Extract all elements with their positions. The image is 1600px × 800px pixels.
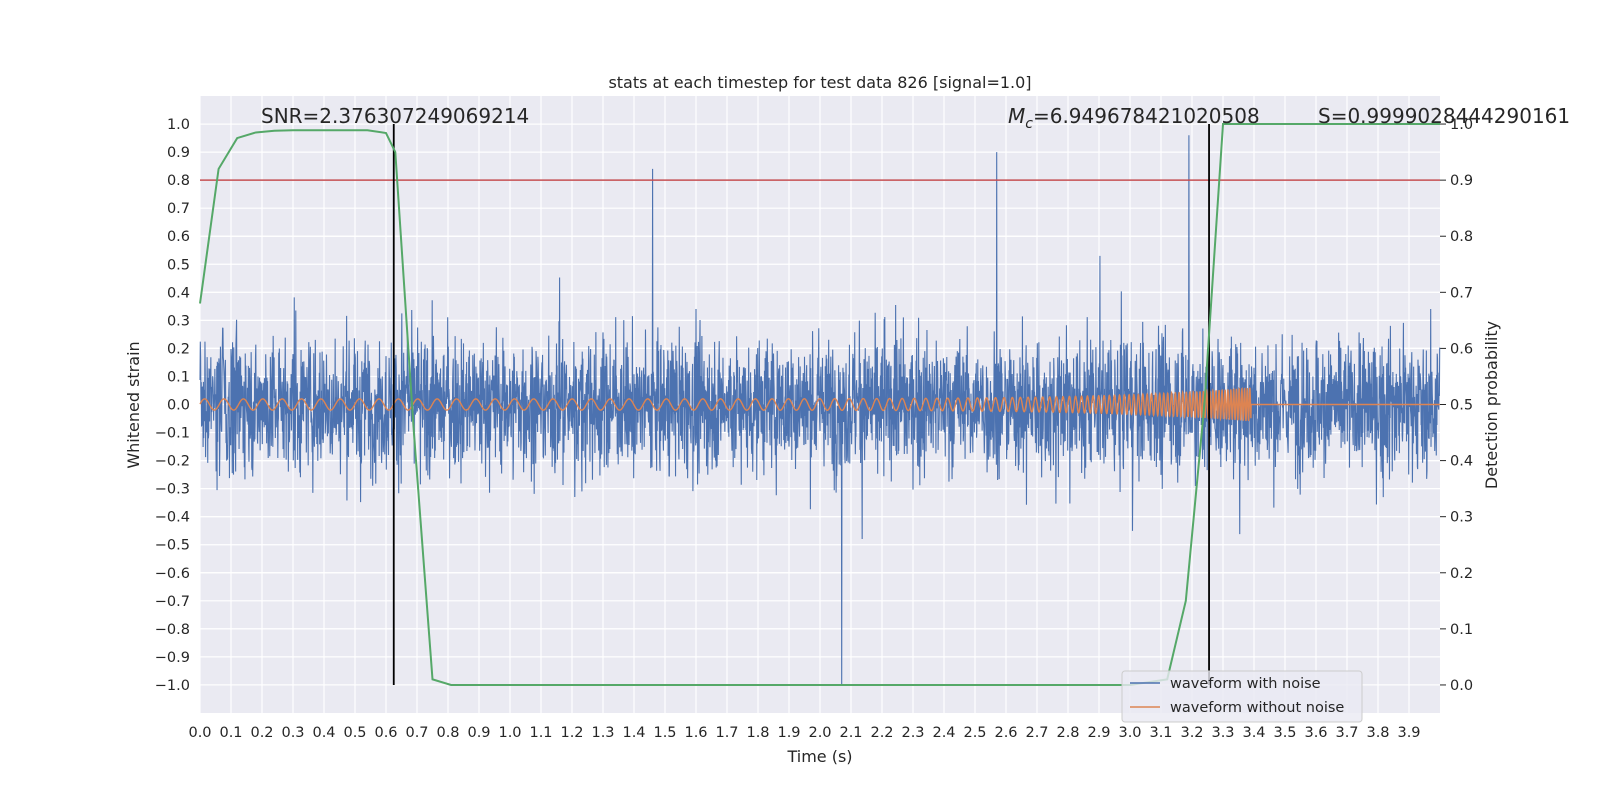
x-tick-label: 3.9: [1397, 725, 1420, 741]
y-tick-label: 0.5: [167, 257, 190, 273]
y2-tick-label: 1.0: [1450, 117, 1473, 133]
x-tick-label: 3.1: [1149, 725, 1172, 741]
legend: waveform with noise waveform without noi…: [1121, 670, 1363, 723]
y-tick-label: −0.1: [155, 426, 190, 442]
legend-box: [1121, 670, 1363, 723]
x-tick-label: 2.0: [808, 725, 831, 741]
y-tick-labels: −1.0 −0.9 −0.8 −0.7 −0.6 −0.5 −0.4 −0.3 −0.2 −0.1…: [155, 117, 190, 694]
legend-label-noisy: waveform with noise: [1170, 676, 1321, 692]
x-tick-label: 1.6: [684, 725, 707, 741]
y-axis-label: Whitened strain: [124, 341, 143, 468]
y-tick-label: 0.4: [167, 285, 190, 301]
x-tick-label: 2.4: [932, 725, 955, 741]
x-tick-labels: 0.0 0.1 0.2 0.3 0.4 0.5 0.6 0.7 0.8 0.9 1.0 1.1 1.2 1…: [188, 725, 1420, 741]
y-tick-label: −0.3: [155, 482, 190, 498]
x-tick-label: 3.4: [1242, 725, 1265, 741]
x-tick-label: 1.9: [777, 725, 800, 741]
y2-tick-label: 0.5: [1450, 398, 1473, 414]
x-tick-label: 3.7: [1335, 725, 1358, 741]
y-tick-label: −0.7: [155, 594, 190, 610]
x-tick-label: 2.7: [1025, 725, 1048, 741]
x-tick-label: 2.6: [994, 725, 1017, 741]
y-tick-label: 0.6: [167, 229, 190, 245]
y2-tick-label: 0.6: [1450, 341, 1473, 357]
y2-axis-label: Detection probability: [1482, 321, 1501, 489]
x-tick-label: 0.2: [250, 725, 273, 741]
x-tick-label: 0.0: [188, 725, 211, 741]
x-axis-label: Time (s): [786, 747, 852, 766]
y-tick-label: 0.2: [167, 341, 190, 357]
x-tick-label: 3.5: [1273, 725, 1296, 741]
legend-label-clean: waveform without noise: [1170, 700, 1344, 716]
y2-tick-label: 0.0: [1450, 678, 1473, 694]
x-tick-label: 0.9: [467, 725, 490, 741]
y2-tick-label: 0.3: [1450, 510, 1473, 526]
y-tick-label: −0.6: [155, 566, 190, 582]
x-tick-label: 0.6: [374, 725, 397, 741]
series-group: [199, 123, 1441, 686]
chart-title: stats at each timestep for test data 826…: [608, 73, 1031, 92]
x-tick-label: 0.5: [343, 725, 366, 741]
y-tick-label: −0.5: [155, 538, 190, 554]
x-tick-label: 3.0: [1118, 725, 1141, 741]
y-tick-label: 1.0: [167, 117, 190, 133]
chirp-mass-subscript: c: [1025, 116, 1033, 132]
x-tick-label: 3.6: [1304, 725, 1327, 741]
x-tick-label: 0.4: [312, 725, 335, 741]
x-tick-label: 3.2: [1180, 725, 1203, 741]
x-tick-label: 0.7: [405, 725, 428, 741]
y-tick-label: 0.8: [167, 173, 190, 189]
x-tick-label: 1.8: [746, 725, 769, 741]
y-tick-label: 0.7: [167, 201, 190, 217]
x-tick-label: 2.1: [839, 725, 862, 741]
snr-annotation: SNR=2.376307249069214: [261, 104, 529, 128]
y-tick-label: −0.4: [155, 510, 190, 526]
y-tick-label: −0.8: [155, 622, 190, 638]
detection-probability-line: [199, 123, 1440, 686]
y2-tick-label: 0.7: [1450, 285, 1473, 301]
chirp-mass-symbol: M: [1008, 104, 1025, 128]
y-tick-label: −0.9: [155, 650, 190, 666]
y-tick-label: −0.2: [155, 454, 190, 470]
x-tick-label: 1.7: [715, 725, 738, 741]
x-tick-label: 2.9: [1087, 725, 1110, 741]
x-tick-label: 1.3: [591, 725, 614, 741]
y-tick-label: 0.1: [167, 369, 190, 385]
y2-tick-label: 0.4: [1450, 454, 1473, 470]
y2-tick-label: 0.2: [1450, 566, 1473, 582]
x-tick-label: 2.8: [1056, 725, 1079, 741]
y2-tick-labels: 0.0 0.1 0.2 0.3 0.4 0.5 0.6 0.7 0.8 0.9 1.0: [1440, 117, 1473, 694]
y-tick-label: −1.0: [155, 678, 190, 694]
x-tick-label: 1.5: [653, 725, 676, 741]
x-tick-label: 2.3: [901, 725, 924, 741]
x-tick-label: 1.2: [560, 725, 583, 741]
x-tick-label: 3.3: [1211, 725, 1234, 741]
y2-tick-label: 0.8: [1450, 229, 1473, 245]
x-tick-label: 1.0: [498, 725, 521, 741]
y2-tick-label: 0.1: [1450, 622, 1473, 638]
x-tick-label: 0.1: [219, 725, 242, 741]
y-tick-label: 0.3: [167, 313, 190, 329]
y2-tick-label: 0.9: [1450, 173, 1473, 189]
s-annotation: S=0.9999028444290161: [1318, 104, 1570, 128]
x-tick-label: 1.1: [529, 725, 552, 741]
x-tick-label: 2.5: [963, 725, 986, 741]
y-tick-label: 0.9: [167, 145, 190, 161]
x-tick-label: 2.2: [870, 725, 893, 741]
y-tick-label: 0.0: [167, 398, 190, 414]
x-tick-label: 1.4: [622, 725, 645, 741]
x-tick-label: 3.8: [1366, 725, 1389, 741]
chirp-mass-annotation: Mc=6.949678421020508: [1008, 104, 1260, 132]
x-tick-label: 0.8: [436, 725, 459, 741]
chirp-mass-value: =6.949678421020508: [1033, 104, 1260, 128]
x-tick-label: 0.3: [281, 725, 304, 741]
clean-waveform-line: [199, 386, 1440, 422]
